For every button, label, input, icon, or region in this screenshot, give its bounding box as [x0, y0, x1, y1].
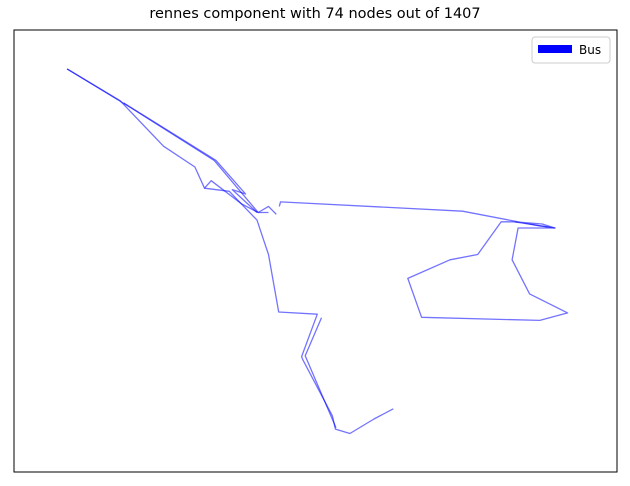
bus-route-line-2	[204, 187, 394, 435]
chart-title: rennes component with 74 nodes out of 14…	[149, 6, 481, 22]
network-lines	[66, 68, 569, 435]
legend-label-bus: Bus	[579, 43, 601, 57]
legend: Bus	[531, 36, 611, 64]
bus-route-line-4	[123, 102, 258, 213]
bus-route-line-5	[407, 221, 569, 322]
legend-swatch-bus	[538, 45, 572, 53]
plot-frame	[13, 29, 618, 473]
bus-route-line-6	[304, 317, 337, 429]
bus-route-line-1	[66, 68, 277, 215]
